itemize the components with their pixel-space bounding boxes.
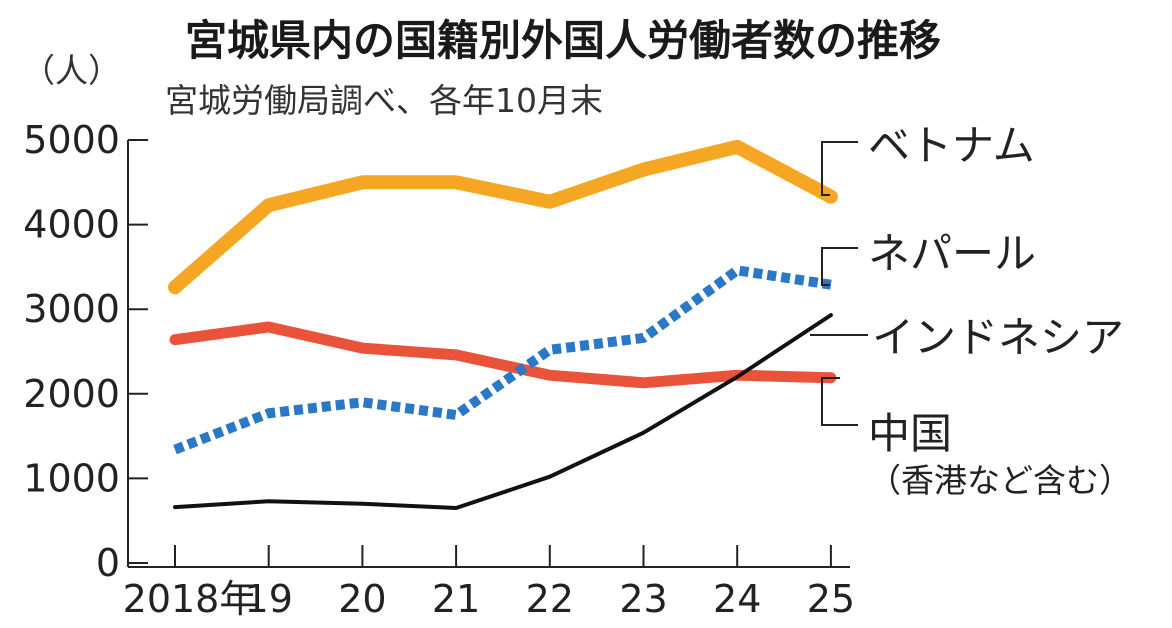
label-china-note: （香港など含む） [868, 461, 1132, 500]
y-tick-label: 4000 [23, 203, 120, 247]
label-indonesia: インドネシア [872, 313, 1124, 362]
series-line-3 [169, 321, 837, 389]
x-tick-label: 19 [245, 577, 293, 621]
y-tick-label: 3000 [23, 287, 120, 331]
y-tick-label: 2000 [23, 372, 120, 416]
label-nepal: ネパール [868, 229, 1036, 278]
series-line-1 [173, 265, 832, 455]
leader-nepal [821, 247, 858, 286]
chart-title: 宮城県内の国籍別外国人労働者数の推移 [185, 16, 941, 65]
chart-subtitle: 宮城労働局調べ、各年10月末 [165, 81, 603, 120]
y-tick-label: 5000 [23, 118, 120, 162]
series-line-0 [168, 139, 838, 295]
x-tick-label: 2018年 [123, 577, 258, 621]
x-tick-label: 24 [713, 577, 761, 621]
x-tick-label: 22 [526, 577, 574, 621]
y-tick-label: 0 [96, 541, 120, 585]
x-tick-label: 21 [432, 577, 480, 621]
x-tick-label: 25 [807, 577, 855, 621]
x-tick-label: 20 [338, 577, 386, 621]
label-vietnam: ベトナム [868, 121, 1035, 170]
series-group [168, 139, 838, 511]
leader-china [821, 377, 858, 426]
y-tick-label: 1000 [23, 456, 120, 500]
y-axis-label: （人） [22, 51, 121, 90]
series-line-2 [173, 313, 833, 511]
x-tick-label: 23 [619, 577, 667, 621]
leader-vietnam [821, 141, 858, 196]
label-china: 中国 [868, 409, 952, 458]
